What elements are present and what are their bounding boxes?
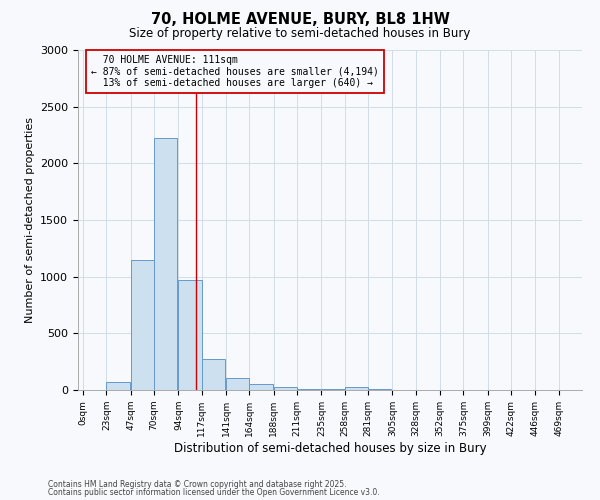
Text: Contains public sector information licensed under the Open Government Licence v3: Contains public sector information licen…: [48, 488, 380, 497]
Text: 70, HOLME AVENUE, BURY, BL8 1HW: 70, HOLME AVENUE, BURY, BL8 1HW: [151, 12, 449, 28]
Bar: [345, 387, 368, 390]
Bar: [274, 386, 297, 390]
Bar: [154, 138, 178, 390]
Text: Contains HM Land Registry data © Crown copyright and database right 2025.: Contains HM Land Registry data © Crown c…: [48, 480, 347, 489]
Bar: [250, 384, 273, 390]
Y-axis label: Number of semi-detached properties: Number of semi-detached properties: [25, 117, 35, 323]
Bar: [106, 382, 130, 390]
Bar: [131, 260, 154, 390]
Text: Size of property relative to semi-detached houses in Bury: Size of property relative to semi-detach…: [130, 28, 470, 40]
Bar: [202, 360, 225, 390]
Bar: [178, 280, 202, 390]
Bar: [226, 378, 250, 390]
X-axis label: Distribution of semi-detached houses by size in Bury: Distribution of semi-detached houses by …: [173, 442, 487, 454]
Text: 70 HOLME AVENUE: 111sqm
← 87% of semi-detached houses are smaller (4,194)
  13% : 70 HOLME AVENUE: 111sqm ← 87% of semi-de…: [91, 54, 379, 88]
Bar: [297, 389, 320, 390]
